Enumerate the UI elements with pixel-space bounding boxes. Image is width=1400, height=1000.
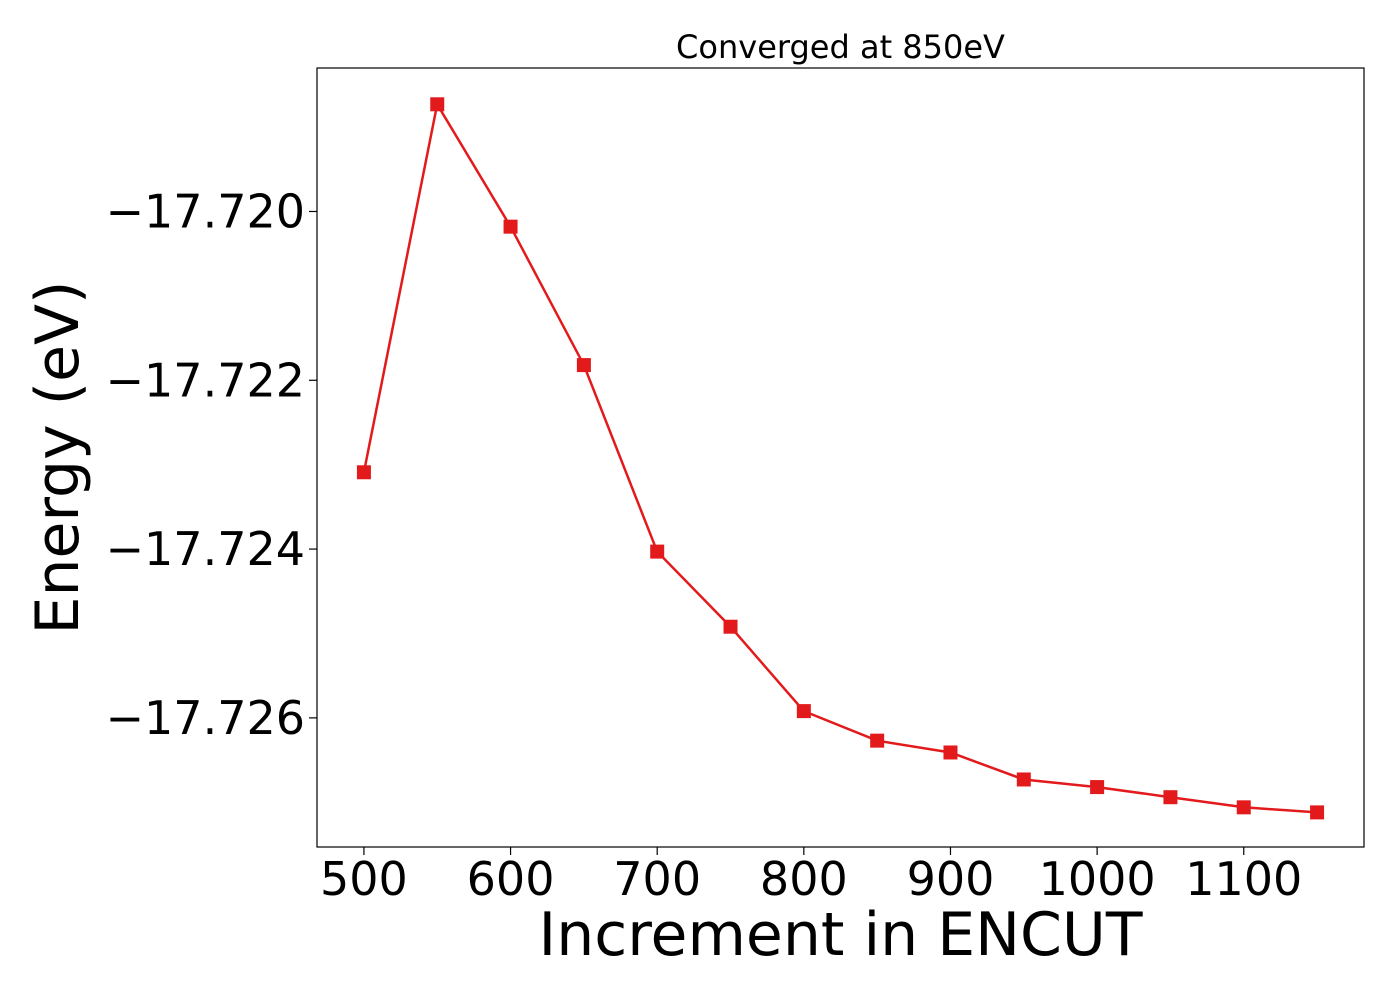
data-point bbox=[1236, 800, 1251, 815]
data-point bbox=[1310, 805, 1325, 820]
series-line bbox=[362, 100, 1318, 814]
data-point bbox=[870, 733, 885, 748]
x-axis-label: Increment in ENCUT bbox=[539, 900, 1143, 970]
data-point bbox=[1163, 790, 1178, 805]
data-point bbox=[356, 465, 371, 480]
x-tick-label: 1000 bbox=[1039, 852, 1156, 906]
x-tick-label: 600 bbox=[467, 852, 555, 906]
data-point bbox=[503, 219, 518, 234]
x-axis: 500 600 700 800 900 1000 1100 bbox=[320, 847, 1302, 906]
y-tick-label: −17.722 bbox=[106, 353, 306, 407]
data-point bbox=[650, 544, 665, 559]
y-axis: −17.720 −17.722 −17.724 −17.726 bbox=[106, 184, 317, 745]
data-point bbox=[576, 358, 591, 373]
y-tick-label: −17.720 bbox=[106, 184, 306, 238]
data-point bbox=[796, 704, 811, 719]
y-axis-label: Energy (eV) bbox=[23, 281, 93, 635]
data-point bbox=[430, 97, 445, 112]
x-tick-label: 500 bbox=[320, 852, 408, 906]
series-layer bbox=[356, 97, 1325, 820]
data-point bbox=[1090, 780, 1105, 795]
data-point bbox=[723, 619, 738, 634]
data-point bbox=[1016, 772, 1031, 787]
data-point bbox=[943, 745, 958, 760]
x-tick-label: 700 bbox=[613, 852, 701, 906]
y-tick-label: −17.724 bbox=[106, 522, 306, 576]
y-tick-label: −17.726 bbox=[106, 691, 306, 745]
chart-title: Converged at 850eV bbox=[676, 28, 1005, 66]
x-tick-label: 800 bbox=[760, 852, 848, 906]
plot-frame bbox=[316, 67, 1365, 848]
x-tick-label: 1100 bbox=[1185, 852, 1302, 906]
x-tick-label: 900 bbox=[907, 852, 995, 906]
